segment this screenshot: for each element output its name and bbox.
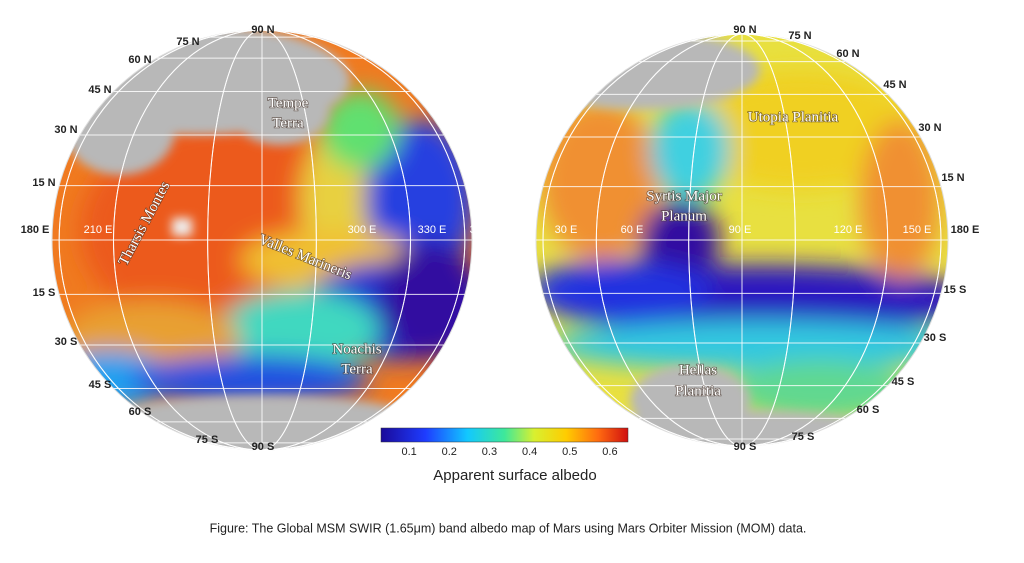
longitude-label: 330 E (418, 224, 447, 236)
latitude-label: 75 S (196, 434, 219, 446)
longitude-label: 360 E (470, 224, 499, 236)
latitude-label: 60 S (129, 406, 152, 418)
colorbar-tick-label: 0.2 (442, 446, 457, 458)
colorbar-label: Apparent surface albedo (433, 467, 596, 484)
longitude-label: 30 E (555, 224, 578, 236)
latitude-label: 90 N (733, 24, 756, 36)
latitude-label: 15 S (33, 287, 56, 299)
colorbar-tick-label: 0.6 (602, 446, 617, 458)
latitude-label: 75 N (176, 36, 199, 48)
latitude-label: 15 S (944, 284, 967, 296)
region-label: Terra (272, 115, 304, 131)
latitude-label: 60 N (128, 54, 151, 66)
caption: Figure: The Global MSM SWIR (1.65μm) ban… (210, 521, 807, 535)
latitude-label: 45 N (883, 79, 906, 91)
latitude-label: 30 S (55, 336, 78, 348)
latitude-label: 180 E (951, 224, 980, 236)
region-label: Noachis (332, 341, 381, 357)
left-globe-surface (52, 30, 472, 450)
latitude-label: 45 N (88, 84, 111, 96)
latitude-label: 75 N (788, 30, 811, 42)
longitude-label: 60 E (621, 224, 644, 236)
latitude-label: 45 S (89, 379, 112, 391)
colorbar-tick-label: 0.1 (401, 446, 416, 458)
latitude-label: 15 N (32, 177, 55, 189)
region-label: Planum (661, 208, 707, 224)
latitude-label: 30 S (924, 332, 947, 344)
latitude-label: 60 S (857, 404, 880, 416)
region-label: Planitia (675, 383, 721, 399)
colorbar-tick-label: 0.3 (482, 446, 497, 458)
colorbar (380, 427, 629, 443)
latitude-label: 15 N (941, 172, 964, 184)
region-label: Syrtis Major (646, 188, 721, 204)
right-globe-surface (536, 34, 948, 446)
longitude-label: 0 E (514, 224, 531, 236)
region-label: Tempe (268, 95, 309, 111)
latitude-label: 30 N (54, 124, 77, 136)
longitude-label: 210 E (84, 224, 113, 236)
latitude-label: 90 S (252, 441, 275, 453)
latitude-label: 30 N (918, 122, 941, 134)
latitude-label: 90 N (251, 24, 274, 36)
latitude-label: 60 N (836, 48, 859, 60)
region-label: Terra (341, 361, 373, 377)
latitude-label: 90 S (734, 441, 757, 453)
region-label: Utopia Planitia (748, 109, 839, 125)
longitude-label: 150 E (903, 224, 932, 236)
latitude-label: 75 S (792, 431, 815, 443)
colorbar-tick-label: 0.5 (562, 446, 577, 458)
longitude-label: 120 E (834, 224, 863, 236)
graticule (51, 29, 949, 451)
region-label: Hellas (679, 362, 717, 378)
latitude-label: 45 S (892, 376, 915, 388)
longitude-label: 90 E (729, 224, 752, 236)
colorbar-tick-label: 0.4 (522, 446, 537, 458)
longitude-label: 300 E (348, 224, 377, 236)
latitude-label: 180 E (21, 224, 50, 236)
